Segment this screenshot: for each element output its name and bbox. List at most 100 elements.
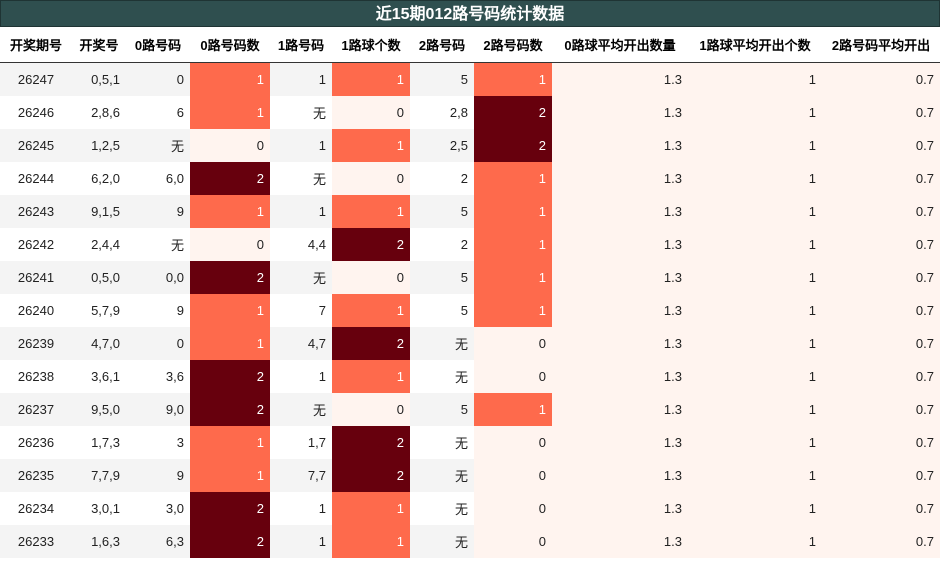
cell-road1-numbers: 1 [270, 492, 332, 525]
cell-road2-average: 0.7 [822, 492, 940, 525]
cell-draw-number: 9,1,5 [72, 195, 126, 228]
cell-road0-numbers: 9 [126, 459, 190, 492]
cell-road0-count: 2 [190, 360, 270, 393]
col-header-road2-average[interactable]: 2路号码平均开出 [822, 27, 940, 63]
cell-draw-number: 1,2,5 [72, 129, 126, 162]
cell-road0-count: 0 [190, 129, 270, 162]
cell-road2-count: 1 [474, 62, 552, 96]
cell-road2-count: 0 [474, 327, 552, 360]
col-header-road0-count[interactable]: 0路号码数 [190, 27, 270, 63]
cell-road1-numbers: 1,7 [270, 426, 332, 459]
cell-road0-numbers: 6 [126, 96, 190, 129]
cell-road0-count: 0 [190, 228, 270, 261]
cell-road0-average: 1.3 [552, 426, 688, 459]
cell-road1-numbers: 1 [270, 195, 332, 228]
cell-road1-average: 1 [688, 294, 822, 327]
cell-road0-average: 1.3 [552, 162, 688, 195]
cell-draw-number: 2,8,6 [72, 96, 126, 129]
cell-road2-count: 0 [474, 426, 552, 459]
cell-road1-numbers: 1 [270, 62, 332, 96]
cell-road0-numbers: 0,0 [126, 261, 190, 294]
cell-road2-count: 1 [474, 228, 552, 261]
cell-period: 26233 [0, 525, 72, 558]
cell-road2-count: 0 [474, 492, 552, 525]
cell-period: 26246 [0, 96, 72, 129]
table-row: 26244 6,2,0 6,0 2 无 0 2 1 1.3 1 0.7 [0, 162, 940, 195]
col-header-road1-average[interactable]: 1路球平均开出个数 [688, 27, 822, 63]
cell-period: 26239 [0, 327, 72, 360]
cell-road0-numbers: 9 [126, 195, 190, 228]
cell-road1-numbers: 4,7 [270, 327, 332, 360]
cell-road2-average: 0.7 [822, 228, 940, 261]
cell-road0-count: 1 [190, 327, 270, 360]
cell-road1-count: 0 [332, 162, 410, 195]
cell-road2-average: 0.7 [822, 162, 940, 195]
cell-road1-numbers: 1 [270, 525, 332, 558]
cell-road0-average: 1.3 [552, 327, 688, 360]
cell-road2-count: 0 [474, 360, 552, 393]
cell-road0-average: 1.3 [552, 294, 688, 327]
cell-road2-numbers: 5 [410, 261, 474, 294]
col-header-road0-numbers[interactable]: 0路号码 [126, 27, 190, 63]
col-header-draw-number[interactable]: 开奖号 [72, 27, 126, 63]
cell-period: 26247 [0, 62, 72, 96]
cell-road0-average: 1.3 [552, 393, 688, 426]
col-header-road1-count[interactable]: 1路球个数 [332, 27, 410, 63]
cell-road2-numbers: 2 [410, 162, 474, 195]
cell-road0-count: 2 [190, 492, 270, 525]
cell-road0-average: 1.3 [552, 96, 688, 129]
cell-draw-number: 0,5,1 [72, 62, 126, 96]
col-header-road2-numbers[interactable]: 2路号码 [410, 27, 474, 63]
table-row: 26236 1,7,3 3 1 1,7 2 无 0 1.3 1 0.7 [0, 426, 940, 459]
col-header-period[interactable]: 开奖期号 [0, 27, 72, 63]
cell-road1-average: 1 [688, 459, 822, 492]
cell-road2-numbers: 无 [410, 459, 474, 492]
table-row: 26245 1,2,5 无 0 1 1 2,5 2 1.3 1 0.7 [0, 129, 940, 162]
cell-road0-count: 2 [190, 393, 270, 426]
cell-road1-count: 0 [332, 96, 410, 129]
cell-road0-average: 1.3 [552, 195, 688, 228]
cell-period: 26240 [0, 294, 72, 327]
stats-table: 开奖期号 开奖号 0路号码 0路号码数 1路号码 1路球个数 2路号码 2路号码… [0, 27, 940, 558]
cell-road0-numbers: 6,3 [126, 525, 190, 558]
cell-road1-count: 1 [332, 360, 410, 393]
cell-road2-numbers: 5 [410, 195, 474, 228]
col-header-road0-average[interactable]: 0路球平均开出数量 [552, 27, 688, 63]
cell-road1-count: 0 [332, 261, 410, 294]
cell-road0-count: 2 [190, 525, 270, 558]
cell-road0-average: 1.3 [552, 129, 688, 162]
cell-road0-count: 1 [190, 96, 270, 129]
table-row: 26240 5,7,9 9 1 7 1 5 1 1.3 1 0.7 [0, 294, 940, 327]
cell-road0-average: 1.3 [552, 459, 688, 492]
cell-road0-count: 1 [190, 294, 270, 327]
col-header-road1-numbers[interactable]: 1路号码 [270, 27, 332, 63]
cell-road0-average: 1.3 [552, 525, 688, 558]
table-row: 26234 3,0,1 3,0 2 1 1 无 0 1.3 1 0.7 [0, 492, 940, 525]
cell-road2-average: 0.7 [822, 294, 940, 327]
cell-road2-numbers: 5 [410, 393, 474, 426]
col-header-road2-count[interactable]: 2路号码数 [474, 27, 552, 63]
cell-road0-numbers: 3,0 [126, 492, 190, 525]
cell-road2-count: 1 [474, 294, 552, 327]
cell-road1-average: 1 [688, 195, 822, 228]
cell-road2-average: 0.7 [822, 195, 940, 228]
cell-period: 26245 [0, 129, 72, 162]
cell-road2-average: 0.7 [822, 261, 940, 294]
cell-road1-numbers: 4,4 [270, 228, 332, 261]
cell-draw-number: 5,7,9 [72, 294, 126, 327]
cell-road1-average: 1 [688, 426, 822, 459]
cell-road2-average: 0.7 [822, 426, 940, 459]
table-row: 26235 7,7,9 9 1 7,7 2 无 0 1.3 1 0.7 [0, 459, 940, 492]
cell-road2-average: 0.7 [822, 525, 940, 558]
cell-road1-numbers: 无 [270, 393, 332, 426]
cell-road1-average: 1 [688, 261, 822, 294]
table-row: 26238 3,6,1 3,6 2 1 1 无 0 1.3 1 0.7 [0, 360, 940, 393]
table-body: 26247 0,5,1 0 1 1 1 5 1 1.3 1 0.7 26246 2,8,6 6 1 无 0 2,8… [0, 62, 940, 558]
cell-road1-count: 0 [332, 393, 410, 426]
cell-draw-number: 3,0,1 [72, 492, 126, 525]
cell-road1-count: 2 [332, 327, 410, 360]
cell-period: 26241 [0, 261, 72, 294]
cell-draw-number: 1,6,3 [72, 525, 126, 558]
cell-road1-numbers: 无 [270, 261, 332, 294]
cell-road1-count: 1 [332, 294, 410, 327]
